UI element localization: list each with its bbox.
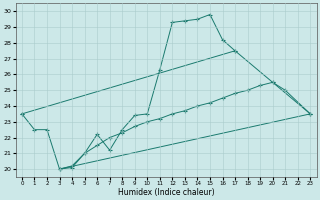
X-axis label: Humidex (Indice chaleur): Humidex (Indice chaleur) <box>118 188 214 197</box>
